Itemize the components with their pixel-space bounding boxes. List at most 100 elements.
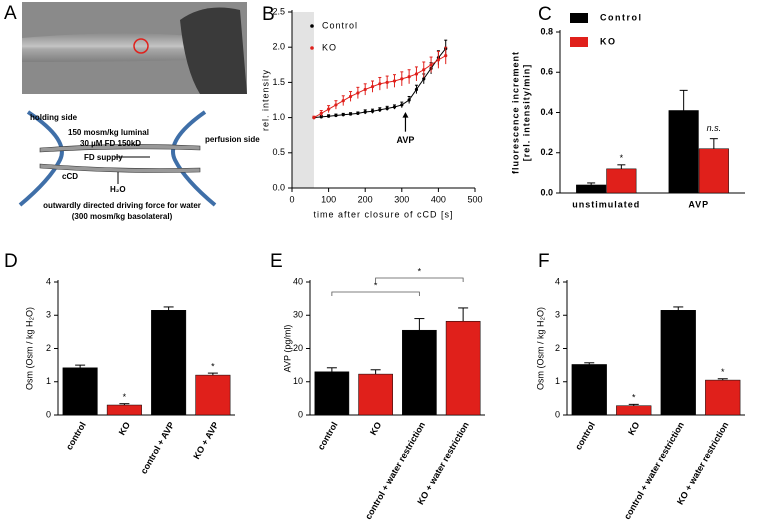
x-tick-label: KO — [117, 420, 132, 437]
y-tick-label: 2.0 — [272, 42, 285, 52]
significance-label: * — [418, 266, 422, 276]
x-tick-label: KO + water restriction — [415, 420, 471, 506]
y-axis-label: rel. intensity — [260, 69, 270, 131]
diagram-text: 150 mosm/kg luminal — [68, 128, 149, 137]
y-tick-label: 0.5 — [272, 147, 285, 157]
bar — [151, 310, 187, 416]
annotation-arrowhead — [402, 111, 409, 118]
x-tick-label: 200 — [358, 194, 373, 204]
panel-label: A — [4, 3, 17, 24]
data-point — [334, 113, 338, 118]
bar — [668, 110, 699, 194]
bar — [445, 320, 481, 416]
data-point — [385, 80, 389, 84]
x-tick-label: control + AVP — [139, 420, 177, 475]
panel-label: C — [538, 4, 552, 25]
diagram-text: 30 µM FD 150kD — [80, 139, 141, 148]
significance-label: * — [211, 361, 215, 371]
legend-marker — [310, 46, 314, 50]
data-point — [400, 77, 404, 81]
x-tick-label: KO — [368, 420, 383, 437]
data-point — [385, 106, 389, 111]
bar — [705, 379, 741, 416]
diagram-text: perfusion side — [205, 135, 260, 144]
legend-label: Control — [322, 20, 358, 30]
bar — [195, 374, 231, 416]
data-point — [341, 113, 345, 117]
diagram-text: cCD — [62, 172, 78, 181]
legend-marker — [310, 24, 314, 28]
tubule — [22, 33, 190, 62]
annotation: AVP — [397, 135, 415, 145]
data-point — [370, 109, 375, 113]
y-tick-label: 4 — [46, 276, 51, 286]
data-point — [356, 111, 360, 115]
y-tick-label: 0 — [46, 409, 51, 419]
holding-pipette — [171, 110, 217, 207]
data-point — [392, 105, 397, 109]
bar — [402, 329, 437, 416]
data-point — [429, 63, 433, 67]
significance-label: * — [632, 393, 636, 403]
bar — [62, 367, 98, 416]
significance-bracket — [331, 291, 420, 296]
data-point — [378, 82, 382, 86]
data-point — [348, 94, 353, 99]
y-tick-label: 1 — [555, 376, 560, 386]
significance-label: n.s. — [707, 123, 722, 133]
data-point — [414, 72, 419, 76]
significance-label: * — [620, 153, 624, 163]
y-tick-label: 40 — [293, 276, 303, 286]
data-point — [319, 111, 323, 115]
diagram-text: holding side — [30, 113, 78, 122]
y-tick-label: 0.0 — [272, 182, 285, 192]
y-axis-label: AVP (pg/ml) — [282, 325, 292, 373]
bar — [606, 168, 637, 194]
panel-label: B — [262, 4, 275, 25]
y-tick-label: 0.4 — [540, 107, 553, 117]
x-tick-label: KO + AVP — [191, 420, 220, 461]
y-tick-label: 2 — [555, 343, 560, 353]
panel-label: D — [4, 251, 18, 272]
bar — [698, 148, 729, 194]
panel-label: E — [270, 251, 283, 272]
bar — [571, 364, 607, 416]
data-point — [444, 54, 448, 58]
data-point — [436, 58, 440, 62]
data-point — [414, 87, 419, 92]
legend-label: KO — [600, 36, 617, 46]
diagram-text: FD supply — [84, 153, 123, 162]
x-tick-label: AVP — [688, 199, 709, 209]
significance-label: * — [721, 367, 725, 377]
x-tick-label: control — [316, 420, 340, 451]
legend-swatch — [570, 13, 588, 23]
data-point — [370, 85, 375, 89]
roi-circle — [133, 38, 149, 54]
x-tick-label: 300 — [394, 194, 409, 204]
tubule-wall — [39, 144, 201, 173]
y-tick-label: 20 — [293, 343, 303, 353]
y-tick-label: 0.6 — [540, 67, 553, 77]
x-tick-label: 100 — [321, 194, 336, 204]
data-point — [327, 114, 331, 118]
data-point — [392, 79, 397, 83]
significance-label: * — [123, 392, 127, 402]
y-tick-label: 2 — [46, 343, 51, 353]
data-point — [363, 110, 367, 114]
y-tick-label: 10 — [293, 376, 303, 386]
legend-label: Control — [600, 12, 643, 22]
data-point — [422, 68, 426, 72]
pipette — [180, 7, 247, 95]
diagram-text: H₂O — [110, 185, 126, 194]
x-tick-label: 0 — [289, 194, 294, 204]
data-point — [378, 108, 382, 112]
x-tick-label: KO + water restriction — [675, 420, 731, 506]
x-tick-label: KO — [626, 420, 641, 437]
y-tick-label: 30 — [293, 310, 303, 320]
y-tick-label: 1 — [46, 376, 51, 386]
data-point — [312, 116, 316, 120]
